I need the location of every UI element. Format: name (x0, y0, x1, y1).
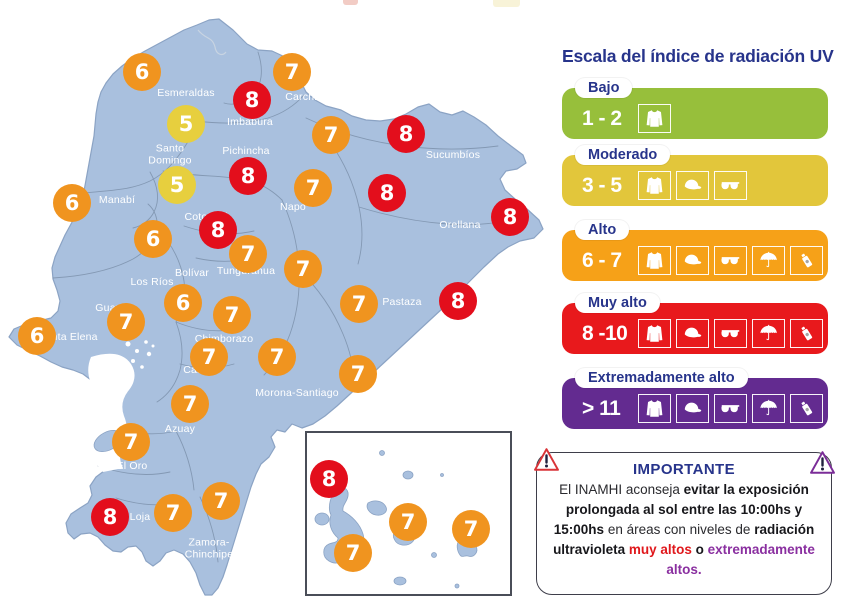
protection-icons (638, 319, 823, 348)
shirt-icon (638, 246, 671, 275)
cap-icon (676, 319, 709, 348)
uv-level-moderado: Moderado 3 - 5 (562, 145, 828, 206)
cropped-title-artifact (343, 0, 358, 5)
advisory-segment-extremadamente: extremadamente altos. (666, 542, 815, 577)
border-river-decoration (197, 29, 227, 56)
uv-range: 8 -10 (582, 321, 628, 345)
coastal-river (87, 95, 97, 139)
advisory-segment: o (691, 542, 708, 557)
uv-level-label: Bajo (575, 78, 633, 98)
advisory-segment: en áreas con niveles de (604, 522, 755, 537)
sunglasses-icon (714, 246, 747, 275)
umbrella-icon (752, 246, 785, 275)
uv-scale-legend: Escala del índice de radiación UV Bajo 1… (562, 46, 834, 429)
uv-level-bajo: Bajo 1 - 2 (562, 78, 828, 139)
umbrella-icon (752, 394, 785, 423)
uv-range: 1 - 2 (582, 106, 622, 130)
important-box: IMPORTANTE El INAMHI aconseja evitar la … (534, 448, 835, 595)
san-cristobal-island (456, 539, 478, 557)
santa-cruz-island (393, 528, 415, 546)
uv-level-alto: Alto 6 - 7 (562, 220, 828, 281)
shirt-icon (638, 319, 671, 348)
sunglasses-icon (714, 171, 747, 200)
sunglasses-icon (714, 394, 747, 423)
sunscreen-icon (790, 394, 823, 423)
uv-level-muy-alto: Muy alto 8 -10 (562, 293, 828, 354)
warning-icon (534, 448, 559, 471)
uv-level-label: Alto (575, 220, 630, 240)
warning-icon (810, 451, 835, 474)
fernandina-island (314, 512, 330, 526)
espanola-island (393, 576, 407, 586)
cap-icon (676, 171, 709, 200)
advisory-segment: evitar la exposición prolongada al sol e… (553, 482, 809, 537)
advisory-segment: radiación ultravioleta (553, 522, 815, 557)
uv-level-label: Muy alto (575, 293, 660, 313)
shirt-icon (638, 171, 671, 200)
uv-level-extremadamente-alto: Extremadamente alto > 11 (562, 368, 828, 429)
uv-level-label: Moderado (575, 145, 671, 165)
galapagos-inset (305, 431, 512, 596)
legend-title: Escala del índice de radiación UV (562, 46, 834, 66)
sunscreen-icon (790, 319, 823, 348)
cap-icon (676, 394, 709, 423)
umbrella-icon (752, 319, 785, 348)
sunglasses-icon (714, 319, 747, 348)
advisory-segment-muy-altos: muy altos (628, 542, 692, 557)
estuary-islets (125, 340, 155, 375)
shirt-icon (638, 394, 671, 423)
advisory-segment: El INAMHI aconseja (559, 482, 684, 497)
protection-icons (638, 246, 823, 275)
santiago-island (366, 500, 387, 516)
galapagos-islands (314, 450, 478, 589)
cropped-title-artifact (493, 0, 520, 7)
uv-range: 3 - 5 (582, 173, 622, 197)
protection-icons (638, 104, 671, 133)
protection-icons (638, 171, 747, 200)
important-title: IMPORTANTE (632, 461, 736, 478)
protection-icons (638, 394, 823, 423)
important-text: El INAMHI aconseja evitar la exposición … (546, 480, 822, 580)
uv-level-label: Extremadamente alto (575, 368, 748, 388)
uv-range: > 11 (582, 396, 621, 420)
isabela-island (323, 487, 365, 564)
cap-icon (676, 246, 709, 275)
uv-range: 6 - 7 (582, 248, 622, 272)
sunscreen-icon (790, 246, 823, 275)
shirt-icon (638, 104, 671, 133)
